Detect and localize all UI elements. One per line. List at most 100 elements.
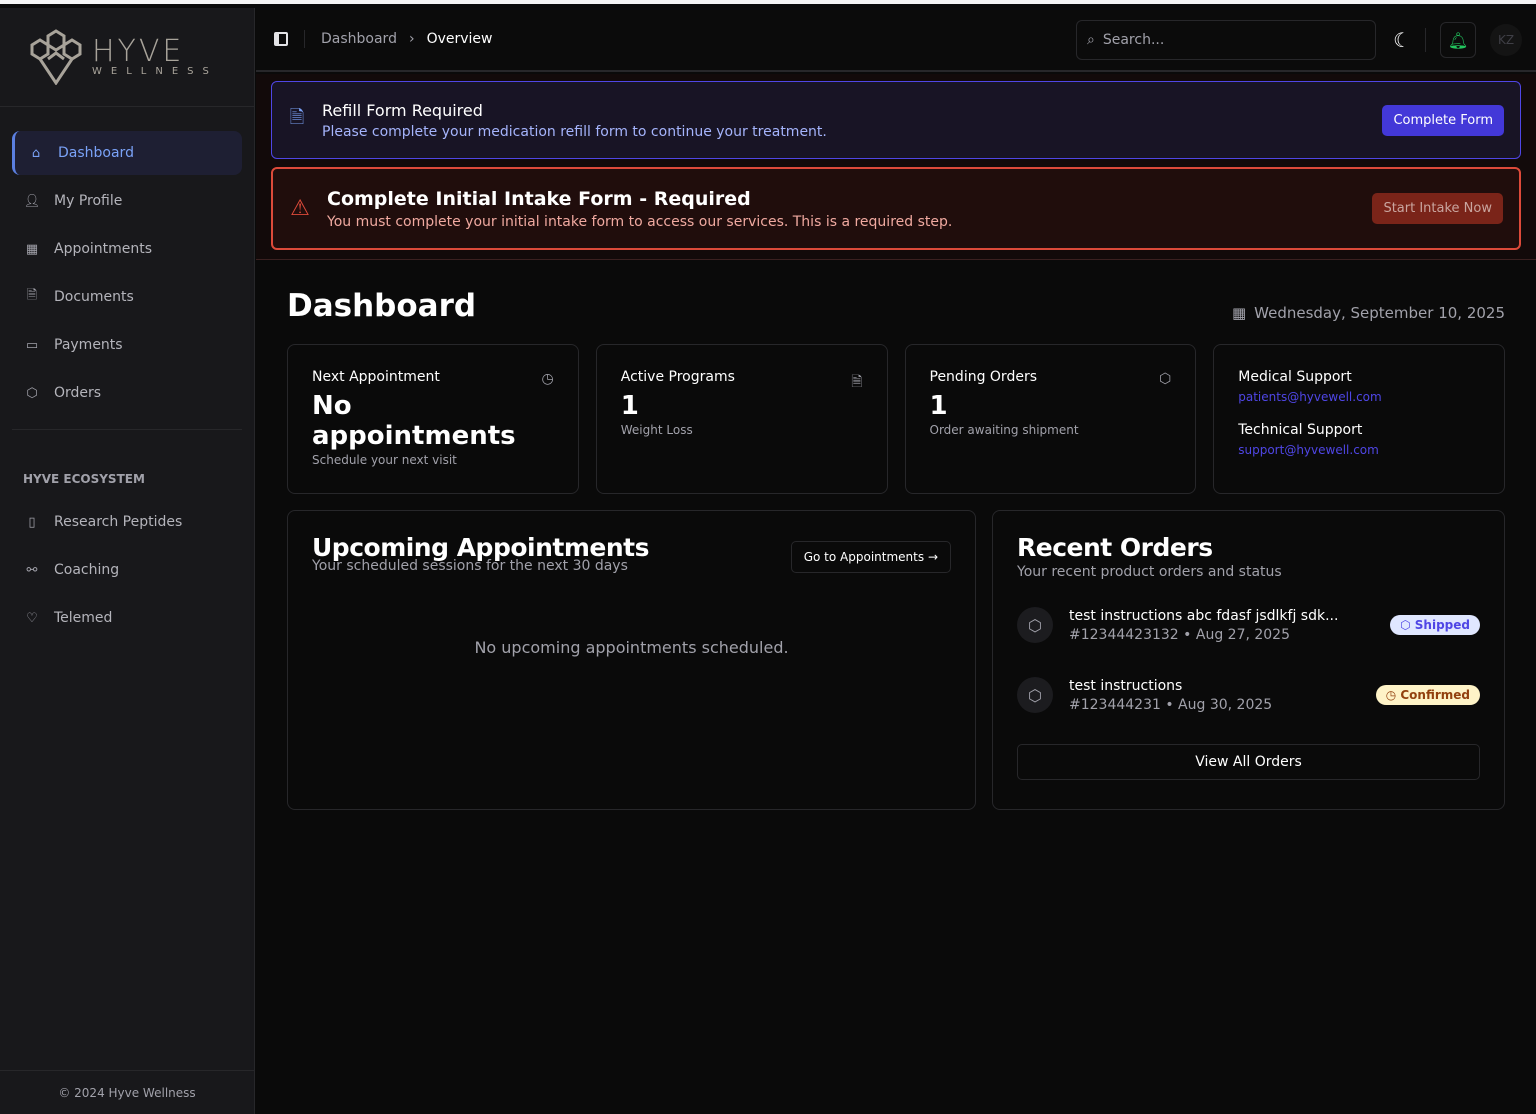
sidebar-item-label: Dashboard	[58, 145, 134, 161]
avatar[interactable]: KZ	[1490, 24, 1522, 56]
card-value: 1	[929, 391, 948, 421]
top-bar: Dashboard › Overview ⌕ Search... ☾ 🔔︎ KZ	[256, 8, 1536, 72]
recent-orders-panel: Recent Orders Your recent product orders…	[992, 510, 1505, 810]
go-to-appointments-button[interactable]: Go to Appointments →	[790, 541, 951, 573]
breadcrumb: Dashboard › Overview	[256, 30, 493, 48]
medical-support-email-link[interactable]: patients@hyvewell.com	[1238, 390, 1382, 404]
alerts: 🗎︎ Refill Form Required Please complete y…	[256, 74, 1536, 260]
brand-tagline: WELLNESS	[92, 65, 218, 77]
package-icon: ⬡	[1017, 677, 1053, 713]
divider	[1425, 28, 1426, 52]
intake-banner: ⚠︎ Complete Initial Intake Form - Requir…	[271, 167, 1521, 250]
brand-name: HYVE	[92, 33, 185, 69]
technical-support-label: Technical Support	[1238, 422, 1363, 438]
notifications-button[interactable]: 🔔︎	[1440, 22, 1476, 58]
document-icon: 🗎︎	[26, 288, 38, 303]
card-value: No appointments	[312, 391, 516, 451]
sidebar-item-label: Documents	[54, 289, 134, 305]
date-text: Wednesday, September 10, 2025	[1254, 304, 1505, 322]
technical-support-email-link[interactable]: support@hyvewell.com	[1238, 443, 1379, 457]
search-placeholder: Search...	[1102, 32, 1165, 48]
divider	[12, 429, 242, 430]
section-title: HYVE ECOSYSTEM	[23, 472, 145, 486]
sidebar-item-appointments[interactable]: ▦ Appointments	[12, 227, 242, 271]
panel-title: Recent Orders	[1017, 533, 1213, 562]
sidebar-item-payments[interactable]: ▭ Payments	[12, 323, 242, 367]
sidebar-item-label: Appointments	[54, 241, 153, 257]
sidebar-item-dashboard[interactable]: ⌂ Dashboard	[12, 131, 242, 175]
banner-text: You must complete your initial intake fo…	[327, 213, 953, 230]
calendar-icon: ▦	[1231, 304, 1247, 322]
panel-title: Upcoming Appointments	[312, 533, 649, 562]
sidebar-item-label: Telemed	[54, 610, 113, 626]
card-label: Next Appointment	[312, 369, 440, 385]
card-value: 1	[620, 391, 639, 421]
clock-icon: ◷	[541, 371, 554, 387]
heart-pulse-icon: ♡	[26, 610, 38, 626]
sidebar-item-research-peptides[interactable]: ▯ Research Peptides	[12, 500, 242, 544]
status-badge: ⬡ Shipped	[1390, 615, 1480, 635]
sidebar-item-coaching[interactable]: ⚯ Coaching	[12, 548, 242, 592]
copyright: © 2024 Hyve Wellness	[0, 1070, 254, 1114]
view-all-orders-button[interactable]: View All Orders	[1017, 744, 1480, 780]
panel-subtitle: Your recent product orders and status	[1017, 564, 1282, 580]
calendar-icon: ▦	[25, 241, 39, 257]
sidebar-item-telemed[interactable]: ♡ Telemed	[12, 596, 242, 640]
status-text: Confirmed	[1400, 688, 1470, 702]
card-label: Pending Orders	[929, 369, 1038, 385]
page-title: Dashboard	[287, 288, 477, 324]
warning-icon: ⚠︎	[290, 196, 310, 221]
hive-logo-icon	[30, 29, 82, 85]
test-tube-icon: ▯	[28, 514, 36, 530]
sidebar-item-label: Coaching	[54, 562, 120, 578]
breadcrumb-overview: Overview	[426, 31, 493, 47]
user-icon: 👤︎	[23, 193, 41, 209]
upcoming-appointments-panel: Upcoming Appointments Your scheduled ses…	[287, 510, 976, 810]
sidebar-item-label: My Profile	[54, 193, 123, 209]
moon-icon[interactable]: ☾	[1393, 28, 1411, 52]
dashboard-main: Dashboard ▦ Wednesday, September 10, 2025…	[287, 288, 1505, 810]
status-badge: ◷ Confirmed	[1375, 685, 1480, 705]
sidebar-item-label: Orders	[54, 385, 102, 401]
divider	[304, 30, 305, 48]
package-icon: ⬡	[1017, 607, 1053, 643]
medical-support-label: Medical Support	[1238, 369, 1352, 385]
support-card: Medical Support patients@hyvewell.com Te…	[1213, 344, 1505, 494]
sidebar-item-my-profile[interactable]: 👤︎ My Profile	[12, 179, 242, 223]
sidebar-item-label: Research Peptides	[54, 514, 183, 530]
breadcrumb-dashboard[interactable]: Dashboard	[321, 31, 397, 47]
wallet-icon: ▭	[25, 337, 39, 353]
search-input[interactable]: ⌕ Search...	[1076, 20, 1376, 60]
home-icon: ⌂	[31, 145, 41, 161]
pending-orders-card: Pending Orders ⬡ 1 Order awaiting shipment	[904, 344, 1197, 494]
order-row[interactable]: ⬡ test instructions abc fdasf jsdlkfj sdk…	[1017, 590, 1480, 660]
order-name: test instructions	[1069, 677, 1183, 694]
complete-form-button[interactable]: Complete Form	[1382, 104, 1504, 136]
card-sub: Order awaiting shipment	[929, 423, 1079, 437]
order-row[interactable]: ⬡ test instructions #123444231 • Aug 30, 2…	[1017, 660, 1480, 730]
arrow-right-icon: →	[927, 550, 938, 564]
sidebar-item-orders[interactable]: ⬡ Orders	[12, 371, 242, 415]
sidebar-toggle-icon[interactable]	[274, 32, 288, 46]
package-icon: ⬡	[26, 385, 38, 401]
start-intake-button[interactable]: Start Intake Now	[1372, 193, 1503, 224]
main-nav: ⌂ Dashboard 👤︎ My Profile ▦ Appointments 🗎︎…	[0, 107, 254, 415]
empty-state: No upcoming appointments scheduled.	[474, 638, 789, 657]
next-appointment-card: Next Appointment ◷ No appointments Schedule…	[287, 344, 579, 494]
document-icon: 🗎︎	[289, 107, 305, 128]
sidebar-item-documents[interactable]: 🗎︎ Documents	[12, 275, 242, 319]
banner-title: Refill Form Required	[322, 100, 483, 120]
card-label: Active Programs	[620, 369, 735, 385]
dumbbell-icon: ⚯	[26, 562, 38, 578]
banner-title: Complete Initial Intake Form - Required	[327, 187, 751, 210]
card-sub: Schedule your next visit	[312, 453, 457, 467]
search-icon: ⌕	[1087, 32, 1095, 48]
order-meta: #123444231 • Aug 30, 2025	[1069, 696, 1273, 713]
current-date: ▦ Wednesday, September 10, 2025	[1232, 304, 1505, 322]
brand-logo[interactable]: HYVE WELLNESS	[0, 8, 254, 107]
sidebar: HYVE WELLNESS ⌂ Dashboard 👤︎ My Profile ▦ Ap…	[0, 8, 255, 1114]
banner-text: Please complete your medication refill f…	[322, 123, 827, 140]
bell-icon: 🔔︎	[1447, 30, 1469, 50]
chevron-right-icon: ›	[408, 31, 415, 47]
order-meta: #12344423132 • Aug 27, 2025	[1069, 626, 1290, 643]
